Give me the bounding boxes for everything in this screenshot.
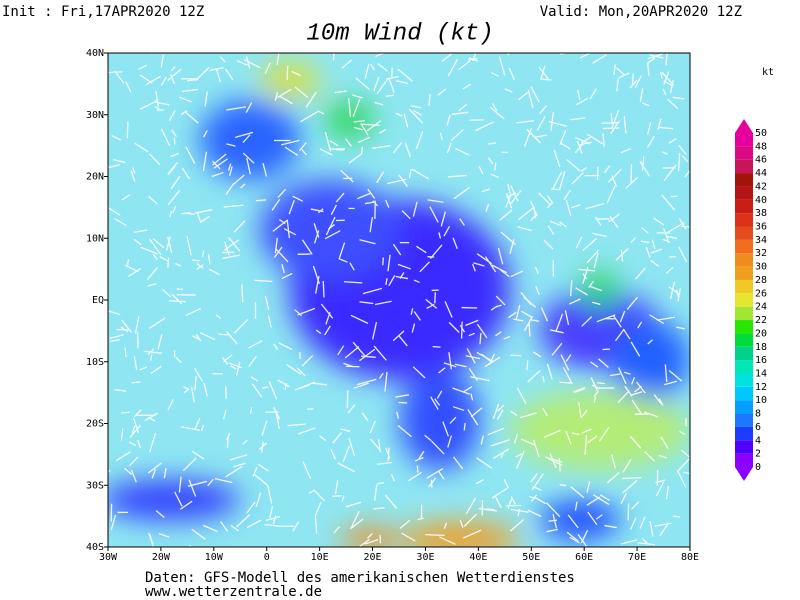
- colorbar-swatch: [735, 279, 753, 294]
- colorbar-label: 2: [755, 449, 761, 460]
- colorbar-label: 32: [755, 248, 767, 259]
- colorbar-label: 26: [755, 288, 767, 299]
- colorbar-label: 18: [755, 342, 767, 353]
- colorbar-label: 38: [755, 208, 767, 219]
- colorbar-swatch: [735, 306, 753, 321]
- colorbar-label: 24: [755, 302, 767, 313]
- colorbar-label: 40: [755, 195, 767, 206]
- lon-label: 30W: [99, 552, 118, 563]
- init-time: Init : Fri,17APR2020 12Z: [2, 4, 204, 20]
- colorbar-label: 12: [755, 382, 767, 393]
- colorbar-label: 6: [755, 422, 761, 433]
- colorbar-swatch: [735, 413, 753, 427]
- colorbar-swatch: [735, 199, 753, 214]
- wind-field: [108, 53, 690, 547]
- colorbar-swatch: [735, 159, 753, 174]
- lon-label: 10E: [311, 552, 329, 563]
- colorbar-label: 4: [755, 435, 761, 446]
- lat-label: 40S: [86, 542, 104, 553]
- colorbar-swatch: [735, 293, 753, 307]
- colorbar-label: 50: [755, 128, 767, 139]
- footer-url: www.wetterzentrale.de: [145, 584, 322, 600]
- colorbar-swatch: [735, 213, 753, 227]
- colorbar-swatch: [735, 146, 753, 160]
- colorbar-swatch: [735, 173, 753, 187]
- colorbar-swatch: [735, 186, 753, 200]
- colorbar-swatch: [735, 226, 753, 240]
- colorbar-label: 14: [755, 368, 767, 379]
- colorbar-swatch: [735, 239, 753, 254]
- lon-label: 40E: [469, 552, 487, 563]
- colorbar-swatch: [735, 320, 753, 334]
- colorbar-label: 44: [755, 168, 767, 179]
- lon-label: 0: [264, 552, 270, 563]
- footer-source: Daten: GFS-Modell des amerikanischen Wet…: [145, 570, 575, 586]
- colorbar-high-arrow: [735, 119, 753, 133]
- lon-label: 50E: [522, 552, 540, 563]
- lat-label: 10S: [86, 357, 104, 368]
- colorbar-swatch: [735, 133, 753, 147]
- colorbar-swatch: [735, 373, 753, 387]
- colorbar-swatch: [735, 360, 753, 374]
- colorbar-swatch: [735, 266, 753, 280]
- lat-label: EQ: [92, 295, 104, 306]
- colorbar-label: 28: [755, 275, 767, 286]
- colorbar-swatch: [735, 400, 753, 414]
- colorbar-swatch: [735, 346, 753, 361]
- lat-label: 20N: [86, 172, 104, 183]
- lat-label: 30S: [86, 480, 104, 491]
- colorbar-label: 42: [755, 181, 767, 192]
- colorbar-label: 8: [755, 409, 761, 420]
- lat-label: 40N: [86, 48, 104, 59]
- lon-label: 20E: [364, 552, 382, 563]
- lat-label: 30N: [86, 110, 104, 121]
- valid-time: Valid: Mon,20APR2020 12Z: [540, 4, 742, 20]
- colorbar-unit: kt: [762, 67, 774, 78]
- lat-label: 20S: [86, 419, 104, 430]
- colorbar-label: 16: [755, 355, 767, 366]
- colorbar-label: 20: [755, 328, 767, 339]
- lon-label: 60E: [575, 552, 593, 563]
- lon-label: 70E: [628, 552, 646, 563]
- colorbar-label: 34: [755, 235, 767, 246]
- colorbar-label: 46: [755, 155, 767, 166]
- colorbar-swatch: [735, 253, 753, 267]
- lon-label: 30E: [416, 552, 434, 563]
- colorbar-label: 48: [755, 141, 767, 152]
- colorbar-label: 10: [755, 395, 767, 406]
- map-title: 10m Wind (kt): [306, 20, 493, 47]
- lon-label: 20W: [152, 552, 171, 563]
- colorbar-swatch: [735, 440, 753, 454]
- colorbar-label: 0: [755, 462, 761, 473]
- colorbar-swatch: [735, 386, 753, 401]
- lon-label: 10W: [205, 552, 224, 563]
- colorbar-low-arrow: [735, 467, 753, 481]
- lon-label: 80E: [681, 552, 699, 563]
- colorbar-label: 30: [755, 262, 767, 273]
- lat-label: 10N: [86, 233, 104, 244]
- colorbar-label: 22: [755, 315, 767, 326]
- colorbar-label: 36: [755, 222, 767, 233]
- colorbar-swatch: [735, 333, 753, 347]
- colorbar-swatch: [735, 453, 753, 467]
- colorbar-swatch: [735, 426, 753, 441]
